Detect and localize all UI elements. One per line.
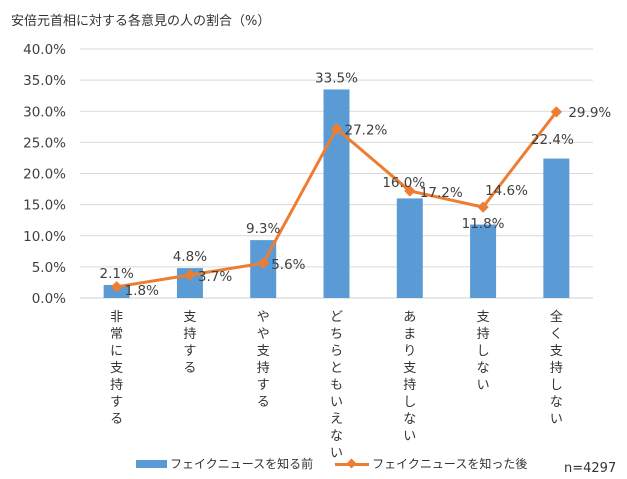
line-series	[110, 106, 563, 293]
y-tick-label: 20.0%	[23, 167, 66, 183]
legend-swatch-bar	[136, 459, 167, 468]
bar-data-label: 22.4%	[531, 132, 574, 148]
y-tick-label: 5.0%	[32, 260, 66, 276]
line-data-label: 5.6%	[271, 257, 305, 273]
x-category-label: どちらともいえない	[330, 310, 343, 461]
x-category-label: 支持する	[183, 310, 196, 376]
y-tick-label: 30.0%	[23, 104, 66, 120]
legend-label-after: フェイクニュースを知った後	[372, 457, 528, 471]
line-data-label: 14.6%	[485, 183, 528, 199]
legend: フェイクニュースを知る前 フェイクニュースを知った後	[136, 455, 549, 472]
legend-label-before: フェイクニュースを知る前	[170, 457, 314, 471]
chart-title: 安倍元首相に対する各意見の人の割合（%）	[11, 14, 271, 29]
x-axis-categories: 非常に支持する 支持する やや支持する どちらともいえない あまり支持しない 支持しない 全…	[110, 309, 563, 461]
y-tick-label: 35.0%	[23, 73, 66, 89]
bar-data-label: 16.0%	[382, 175, 425, 191]
bar-data-label: 9.3%	[246, 221, 280, 237]
line-marker	[404, 185, 416, 197]
line-data-label: 29.9%	[568, 105, 611, 121]
sample-size-annotation: n=4297	[564, 461, 617, 476]
bar	[323, 89, 350, 299]
bar-data-label: 33.5%	[315, 70, 358, 86]
x-category-label: あまり支持しない	[403, 310, 416, 444]
bar	[396, 198, 423, 298]
bar-data-label: 11.8%	[462, 216, 505, 232]
line-marker	[477, 201, 489, 213]
bar	[543, 158, 570, 298]
legend-item-after: フェイクニュースを知った後	[335, 455, 527, 472]
line-marker	[184, 269, 196, 281]
line-marker	[257, 257, 269, 269]
line-data-label: 1.8%	[125, 283, 159, 299]
y-axis-ticks: 0.0% 5.0% 10.0% 15.0% 20.0% 25.0% 30.0% 35.0% 40…	[23, 42, 66, 307]
legend-item-before: フェイクニュースを知る前	[136, 455, 313, 472]
line-data-label: 3.7%	[198, 269, 232, 285]
bar	[470, 224, 497, 298]
x-category-label: 支持しない	[477, 310, 490, 393]
line-data-label: 27.2%	[345, 123, 388, 139]
y-tick-label: 0.0%	[32, 291, 66, 307]
x-category-label: 非常に支持する	[110, 310, 123, 427]
x-category-label: 全く支持しない	[550, 309, 563, 427]
x-category-label: やや支持する	[257, 310, 270, 410]
y-tick-label: 10.0%	[23, 229, 66, 245]
y-tick-label: 40.0%	[23, 42, 66, 58]
bar-data-label: 2.1%	[99, 266, 133, 282]
data-labels: 2.1% 4.8% 9.3% 33.5% 16.0% 11.8% 22.4% 1.8% 3.7%…	[99, 70, 611, 298]
bar-data-label: 4.8%	[173, 249, 207, 265]
legend-swatch-line	[335, 458, 370, 470]
line-data-label: 17.2%	[420, 185, 463, 201]
y-tick-label: 25.0%	[23, 135, 66, 151]
y-tick-label: 15.0%	[23, 198, 66, 214]
